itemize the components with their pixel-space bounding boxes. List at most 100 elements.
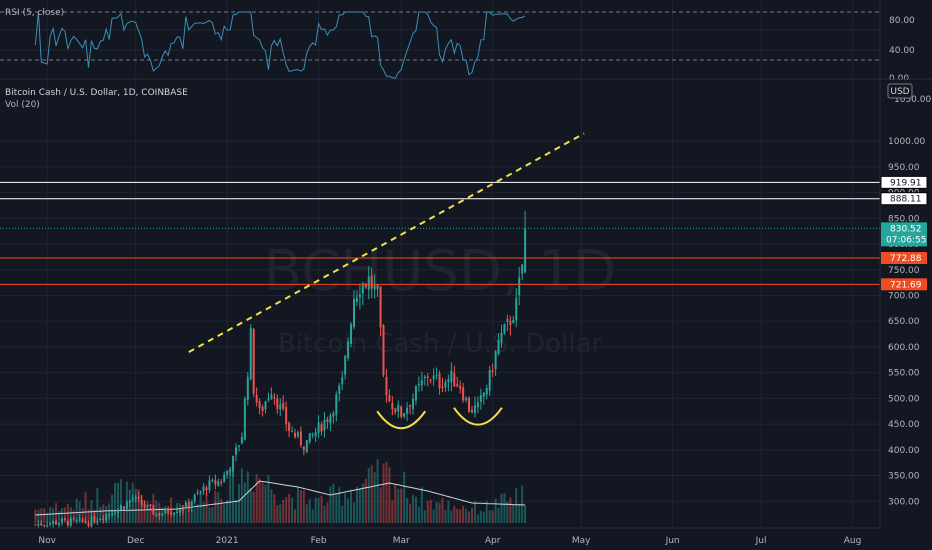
watermark-name: Bitcoin Cash / U.S. Dollar (278, 329, 602, 359)
price-scale[interactable]: 1000.00950.00900.00850.00800.00750.00700… (879, 0, 932, 528)
volume-bar (317, 498, 320, 523)
volume-indicator-label[interactable]: Vol (20) (5, 100, 40, 110)
price-tick-label: 700.00 (888, 291, 920, 301)
candle-body (524, 228, 527, 273)
pattern-arc[interactable] (453, 407, 503, 426)
volume-bar (122, 505, 125, 523)
volume-bar (332, 484, 335, 523)
time-axis[interactable]: Nov Dec 2021 Feb Mar Apr May Jun Jul Aug (0, 527, 932, 550)
candle-body (258, 401, 261, 409)
price-tick-label: 350.00 (888, 472, 920, 482)
candle-body (294, 432, 296, 438)
volume-bar (344, 493, 347, 523)
badge-current-price: 830.52 (890, 224, 922, 234)
candle-body (471, 410, 473, 413)
volume-bar (211, 507, 214, 523)
badge-919-text: 919.91 (890, 178, 922, 188)
volume-bar (131, 482, 134, 523)
candle-body (196, 492, 199, 494)
candle-body (205, 487, 208, 491)
candle-body (37, 524, 40, 526)
candle-body (102, 518, 105, 520)
candle-body (432, 375, 435, 380)
candle-body (255, 394, 258, 403)
candle-body (485, 387, 488, 395)
price-tick-label: 400.00 (888, 446, 920, 456)
volume-bar (173, 512, 176, 523)
trendline[interactable] (188, 132, 585, 353)
candle-body (199, 491, 202, 493)
volume-bar (406, 497, 409, 523)
candle-body (332, 413, 335, 417)
candle-body (429, 379, 432, 381)
candle-body (494, 351, 497, 370)
candle-body (314, 432, 317, 437)
candle-body (235, 447, 237, 455)
double-bottom-pattern[interactable] (376, 407, 503, 430)
candle-body (394, 408, 397, 412)
candle-body (78, 518, 81, 520)
volume-bar (196, 504, 199, 523)
volume-bar (485, 500, 488, 523)
candle-body (388, 395, 391, 402)
badge-772-text: 772.88 (890, 254, 922, 264)
candle-body (63, 518, 66, 520)
candle-body (412, 398, 414, 409)
candle-body (473, 405, 476, 414)
volume-bar (479, 510, 482, 523)
symbol-title[interactable]: Bitcoin Cash / U.S. Dollar, 1D, COINBASE (5, 88, 188, 98)
candle-body (482, 392, 485, 397)
volume-bar (60, 508, 63, 523)
volume-bar (199, 493, 202, 523)
candle-body (128, 500, 131, 503)
candle-body (465, 398, 468, 401)
volume-bar (311, 509, 314, 523)
currency-button[interactable] (887, 83, 913, 99)
price-scale-bg (880, 80, 932, 528)
volume-bar (273, 493, 276, 523)
pattern-arc[interactable] (376, 410, 427, 430)
candle-body (69, 518, 72, 526)
candle-body (125, 501, 128, 509)
candle-body (376, 285, 379, 290)
candle-body (364, 283, 367, 288)
time-label: Nov (38, 536, 56, 546)
volume-bar (335, 493, 338, 523)
candle-body (208, 480, 211, 491)
candle-body (317, 422, 320, 434)
candle-body (509, 320, 512, 325)
volume-bar (270, 489, 273, 523)
candle-body (158, 513, 161, 516)
candle-body (155, 514, 158, 517)
candle-body (184, 502, 187, 509)
volume-bar (358, 489, 361, 523)
candle-body (335, 394, 338, 416)
price-panel[interactable]: BCHUSD, 1D Bitcoin Cash / U.S. Dollar Bi… (0, 80, 880, 532)
volume-bar (55, 503, 58, 523)
candle-body (296, 432, 299, 437)
price-tick-label: 850.00 (888, 214, 920, 224)
volume-bar (417, 506, 420, 523)
candle-body (226, 470, 229, 475)
candle-body (119, 505, 122, 511)
volume-bar (385, 461, 388, 523)
badge-888 (880, 192, 928, 206)
rsi-panel[interactable]: RSI (5, close) 80.00 40.00 0.00 (0, 0, 915, 84)
volume-bar (400, 488, 403, 523)
candle-body (178, 509, 181, 513)
volume-bar (524, 505, 527, 523)
candle-body (75, 519, 78, 521)
volume-bar (409, 503, 412, 523)
volume-bar (403, 471, 406, 523)
price-tick-label: 750.00 (888, 266, 920, 276)
volume-bar (232, 463, 235, 523)
currency-label[interactable]: USD (890, 87, 909, 97)
candle-body (122, 506, 125, 509)
candle-body (302, 446, 305, 450)
volume-bar (376, 459, 379, 523)
candle-body (187, 501, 190, 507)
candle-body (491, 370, 494, 372)
volume-bar (143, 500, 146, 523)
